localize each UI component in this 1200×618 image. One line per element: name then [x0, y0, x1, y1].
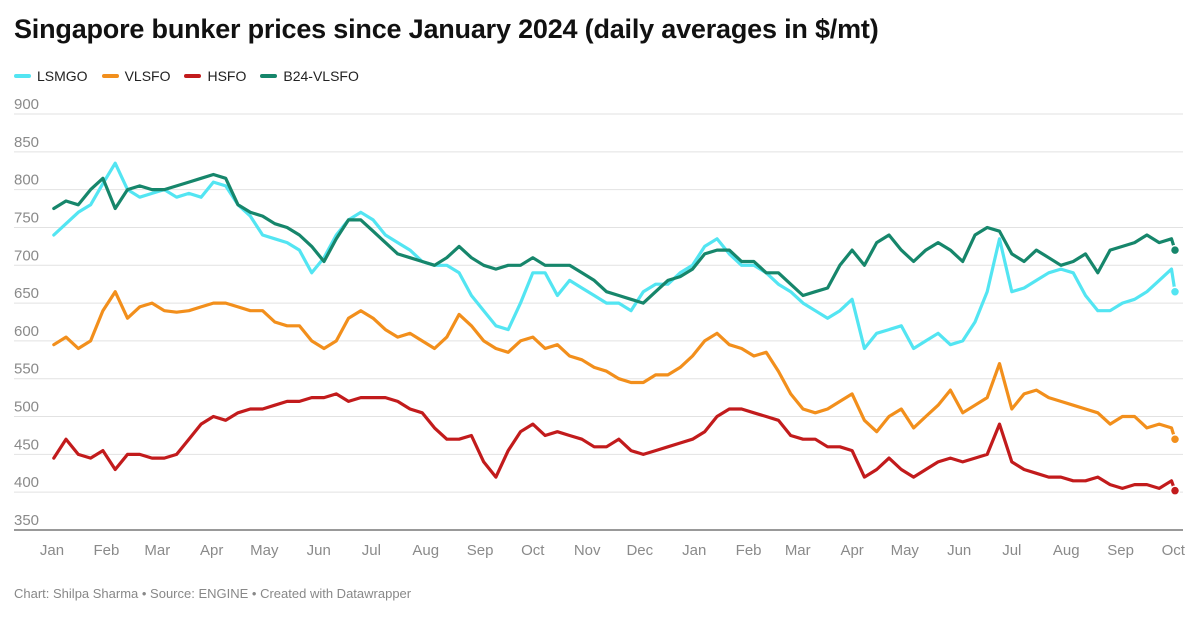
series-line-lsmgo [52, 161, 1177, 351]
series-end-point-lsmgo [1169, 286, 1181, 297]
x-tick-label: Aug [1053, 542, 1080, 559]
x-tick-label: Mar [785, 542, 811, 559]
legend-item-lsmgo: LSMGO [14, 68, 88, 84]
legend-swatch-b24-vlsfo [260, 74, 278, 78]
y-tick-label: 700 [14, 247, 39, 264]
x-tick-label: Sep [1107, 542, 1134, 559]
x-tick-label: Feb [93, 542, 119, 559]
x-tick-label: Apr [200, 542, 223, 559]
y-tick-label: 500 [14, 399, 39, 416]
x-tick-label: Sep [467, 542, 494, 559]
legend-label-vlsfo: VLSFO [124, 68, 171, 84]
x-tick-label: Jan [40, 542, 64, 559]
y-tick-label: 450 [14, 436, 39, 453]
series-line-vlsfo [52, 290, 1177, 441]
legend-label-b24-vlsfo: B24-VLSFO [283, 68, 359, 84]
legend-swatch-hsfo [184, 74, 202, 78]
legend-item-b24-vlsfo: B24-VLSFO [260, 68, 359, 84]
series-line-hsfo [52, 392, 1177, 493]
legend-swatch-lsmgo [14, 74, 31, 78]
y-axis: 350 400 450 500 550 600 650 700 750 800 850 900 [14, 96, 39, 529]
line-chart: 350 400 450 500 550 600 650 700 750 800 850 900 Jan… [14, 96, 1186, 559]
x-axis: Jan Feb Mar Apr May Jun Jul Aug Sep Oct Nov Dec Jan F… [40, 542, 1186, 559]
legend-item-vlsfo: VLSFO [101, 68, 171, 84]
y-tick-label: 800 [14, 172, 39, 189]
legend-label-hsfo: HSFO [207, 68, 247, 84]
x-tick-label: Aug [412, 542, 439, 559]
x-tick-label: Oct [521, 542, 545, 559]
series-end-point-b24-vlsfo [1169, 244, 1181, 256]
x-tick-label: May [250, 542, 279, 559]
x-tick-label: Apr [840, 542, 863, 559]
chart-footer: Chart: Shilpa Sharma • Source: ENGINE • … [14, 586, 412, 601]
y-tick-label: 400 [14, 474, 39, 491]
series-end-point-hsfo [1169, 485, 1181, 496]
legend-label-lsmgo: LSMGO [37, 68, 88, 84]
x-tick-label: Mar [144, 542, 170, 559]
series-lines [52, 161, 1181, 496]
y-tick-label: 650 [14, 285, 39, 302]
y-tick-label: 350 [14, 512, 39, 529]
legend-item-hsfo: HSFO [184, 68, 246, 84]
x-tick-label: Nov [574, 542, 601, 559]
legend: LSMGO VLSFO HSFO B24-VLSFO [14, 66, 373, 86]
series-line-b24-vlsfo [52, 172, 1177, 305]
y-tick-label: 600 [14, 323, 39, 340]
x-tick-label: May [891, 542, 920, 559]
y-tick-label: 900 [14, 96, 39, 113]
y-tick-label: 750 [14, 209, 39, 226]
y-tick-label: 850 [14, 134, 39, 151]
legend-swatch-vlsfo [101, 74, 119, 78]
y-tick-label: 550 [14, 361, 39, 378]
x-tick-label: Jul [1002, 542, 1021, 559]
x-tick-label: Dec [626, 542, 653, 559]
x-tick-label: Oct [1162, 542, 1186, 559]
x-tick-label: Jun [307, 542, 331, 559]
x-tick-label: Jun [947, 542, 971, 559]
chart-title: Singapore bunker prices since January 20… [14, 14, 879, 44]
x-tick-label: Feb [736, 542, 762, 559]
grid [14, 113, 1183, 531]
x-tick-label: Jan [682, 542, 706, 559]
x-tick-label: Jul [362, 542, 381, 559]
series-end-point-vlsfo [1169, 433, 1181, 445]
